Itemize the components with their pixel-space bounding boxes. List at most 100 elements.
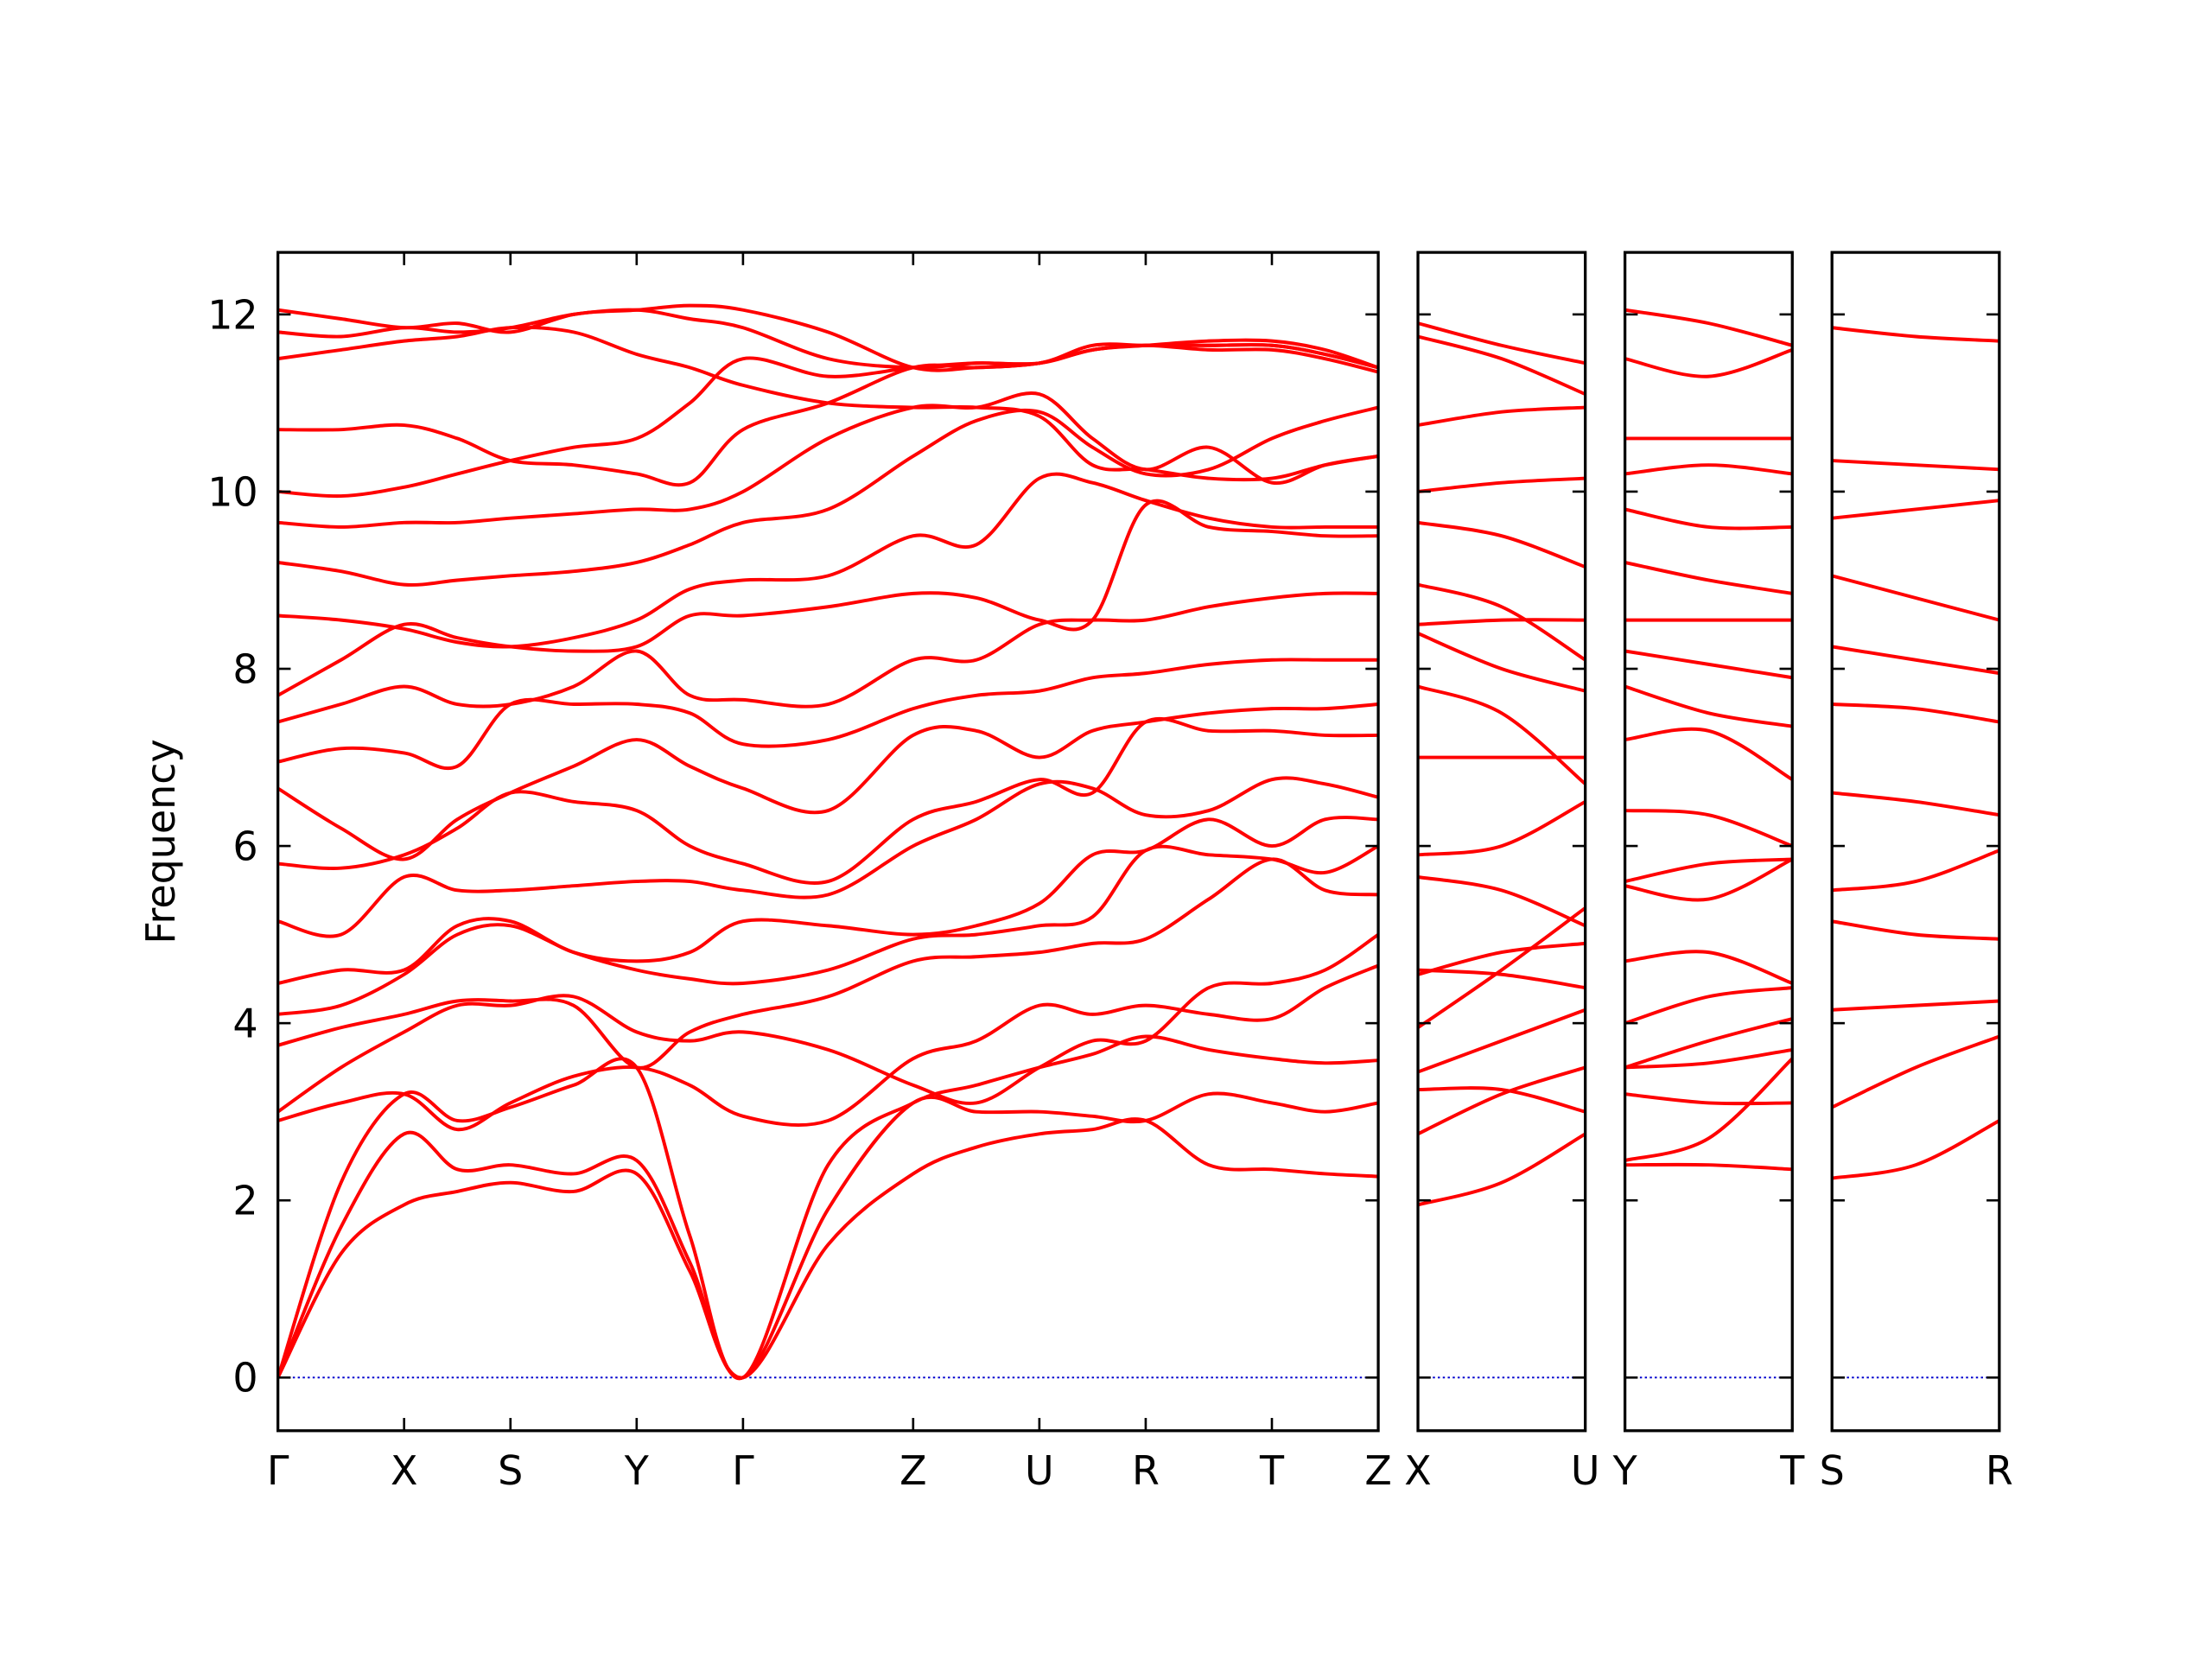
band-line [277,343,1379,499]
band-line [1832,574,1999,622]
band-line [1624,507,1793,531]
band-line [1624,1162,1793,1172]
band-line [277,405,1379,587]
band-line [1624,684,1793,728]
bands [1624,308,1793,1172]
band-line [1418,906,1586,1029]
band-line [277,716,1379,885]
band-line [1832,459,1999,472]
band-line [1418,632,1586,693]
y-tick-label: 6 [232,823,257,869]
x-tick-label: S [498,1447,523,1494]
band-line [1832,791,1999,817]
band-line [277,499,1379,697]
band-line [1832,499,1999,520]
band-line [277,776,1379,938]
band-line [277,658,1379,771]
x-tick-label: Z [899,1447,926,1494]
band-line [1832,999,1999,1012]
x-tick-label: Y [1612,1447,1638,1494]
band-line [277,1091,1379,1380]
band-line [1418,684,1586,785]
band-line [1624,348,1793,378]
band-line [1418,618,1586,626]
band-line [1624,857,1793,902]
band-line [1832,702,1999,724]
y-axis-label: Frequency [137,739,184,944]
band-line [277,844,1379,1016]
band-line [1832,1034,1999,1109]
x-tick-label: Γ [732,1447,754,1494]
y-tick-label: 0 [232,1355,257,1402]
bands [1418,321,1586,1207]
band-line [1418,405,1586,427]
axes-frame [276,251,1380,1433]
y-tick-label: 4 [232,1001,257,1047]
band-line [277,391,1379,529]
plot-area [277,303,1379,1381]
band-line [1624,857,1793,884]
y-tick-label: 10 [207,468,257,515]
y-tick-label: 12 [207,291,257,338]
x-tick-label: X [1404,1447,1431,1494]
band-line [277,1117,1379,1380]
band-line [1832,326,1999,343]
y-tick-label: 2 [232,1178,257,1224]
band-line [1624,1092,1793,1106]
band-line [277,816,1379,985]
band-line [1418,1132,1586,1207]
band-line [277,702,1379,861]
band-line [1418,321,1586,365]
band-line [277,343,1379,487]
band-line [1832,849,1999,893]
band-line [1624,561,1793,595]
band-line [1418,476,1586,493]
bands [277,303,1379,1381]
band-line [1624,1017,1793,1070]
band-line [1624,463,1793,476]
band-line [1418,334,1586,396]
axes-frame [1623,251,1794,1433]
x-tick-label: Z [1364,1447,1391,1494]
band-line [1624,649,1793,680]
x-tick-label: T [1779,1447,1805,1494]
axes-frame [1416,251,1587,1433]
bands [1832,326,1999,1180]
plot-area [1832,326,1999,1180]
x-tick-label: R [1132,1447,1160,1494]
band-line [1624,809,1793,848]
band-line [1418,1065,1586,1136]
x-tick-label: X [391,1447,417,1494]
x-tick-label: U [1025,1447,1054,1494]
band-line [277,303,1379,372]
band-line [277,932,1379,1114]
x-tick-label: Y [624,1447,650,1494]
band-line [277,308,1379,370]
x-tick-label: U [1571,1447,1600,1494]
y-tick-label: 8 [232,645,257,692]
x-tick-label: S [1820,1447,1845,1494]
plot-area [1418,321,1586,1207]
band-line [1418,582,1586,662]
plot-area [1624,308,1793,1172]
band-line [1418,1007,1586,1074]
x-tick-label: T [1259,1447,1285,1494]
band-line [1624,727,1793,781]
band-line [277,591,1379,724]
band-line [1418,1086,1586,1114]
band-line [1624,1047,1793,1070]
band-line [1418,520,1586,569]
band-line [277,963,1379,1132]
band-line [1624,986,1793,1026]
x-tick-label: R [1986,1447,2013,1494]
band-line [277,325,1379,482]
x-tick-label: Γ [267,1447,289,1494]
band-line [1624,308,1793,347]
band-line [277,857,1379,1070]
band-line [1624,1057,1793,1162]
band-line [1832,919,1999,941]
band-line [1624,950,1793,985]
band-line [1832,1119,1999,1180]
